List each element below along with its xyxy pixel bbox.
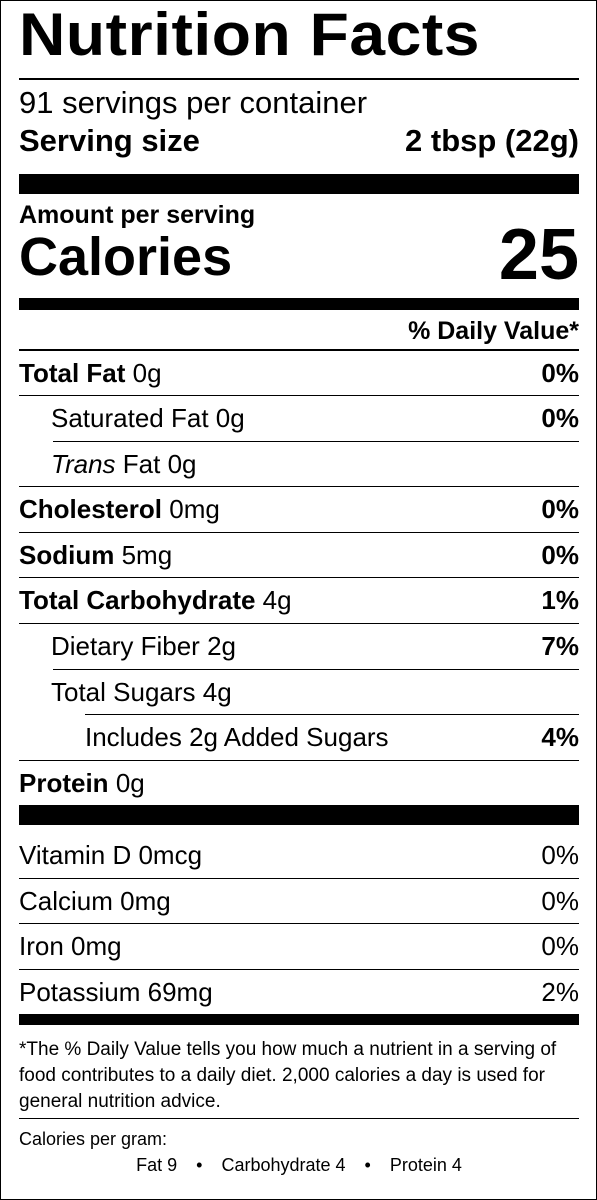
nutrient-name: Protein (19, 767, 109, 798)
nutrient-amount: 4g (262, 584, 292, 615)
nutrient-name-italic: Trans (51, 448, 116, 479)
nutrient-dv: 0% (541, 493, 579, 524)
cpg-protein: Protein 4 (389, 1155, 462, 1175)
nutrient-amount: 4g (202, 676, 232, 707)
nutrient-row-trans-fat: Trans Fat 0g (19, 442, 579, 486)
bullet-separator: • (196, 1155, 203, 1175)
serving-size-value: 2 tbsp (22g) (405, 123, 579, 158)
divider-hairline (19, 923, 579, 924)
nutrient-amount: 0g (215, 402, 245, 433)
nutrient-name: Dietary Fiber (51, 630, 200, 661)
divider-hairline (19, 969, 579, 970)
nutrient-row-sodium: Sodium 5mg 0% (19, 533, 579, 577)
serving-size-label: Serving size (19, 123, 200, 158)
nutrient-row-total-fat: Total Fat 0g 0% (19, 351, 579, 395)
cpg-carbohydrate: Carbohydrate 4 (221, 1155, 346, 1175)
calories-value: 25 (498, 215, 579, 295)
vitamin-dv: 0% (541, 839, 579, 870)
nutrient-dv: 7% (541, 630, 579, 661)
nutrient-name: Sodium (19, 539, 115, 570)
nutrient-dv: 0% (541, 402, 579, 433)
divider-thick (19, 805, 579, 825)
vitamin-name: Iron (19, 930, 64, 961)
vitamin-row-iron: Iron 0mg 0% (19, 924, 579, 968)
divider-hairline (19, 486, 579, 487)
divider-hairline (19, 1118, 579, 1119)
nutrient-name: Cholesterol (19, 493, 163, 524)
vitamin-row-vitamin-d: Vitamin D 0mcg 0% (19, 833, 579, 877)
divider-hairline (53, 669, 579, 670)
vitamin-row-calcium: Calcium 0mg 0% (19, 879, 579, 923)
divider-hairline (19, 623, 579, 624)
nutrient-dv: 0% (541, 357, 579, 388)
nutrient-amount: 0g (132, 357, 162, 388)
divider-hairline (53, 441, 579, 442)
divider-thin (19, 78, 579, 80)
nutrient-amount: 0g (115, 767, 145, 798)
nutrient-row-saturated-fat: Saturated Fat 0g 0% (19, 396, 579, 440)
nutrient-row-total-sugars: Total Sugars 4g (19, 670, 579, 714)
nutrient-amount: 5mg (121, 539, 173, 570)
servings-per-container: 91 servings per container (19, 85, 368, 120)
daily-value-footnote: *The % Daily Value tells you how much a … (19, 1039, 557, 1112)
divider-hairline (19, 395, 579, 396)
divider-hairline (85, 714, 579, 715)
nutrient-row-cholesterol: Cholesterol 0mg 0% (19, 487, 579, 531)
vitamin-name: Calcium (19, 885, 113, 916)
nutrient-row-protein: Protein 0g (19, 761, 579, 805)
nutrient-dv: 1% (541, 584, 579, 615)
nutrient-dv: 4% (541, 721, 579, 752)
divider-thick (19, 174, 579, 194)
nutrient-name: Total Sugars (51, 676, 196, 707)
divider-thin (19, 349, 579, 351)
nutrient-row-added-sugars: Includes 2g Added Sugars 4% (19, 715, 579, 759)
nutrient-row-total-carbohydrate: Total Carbohydrate 4g 1% (19, 578, 579, 622)
vitamin-amount: 0mg (120, 885, 171, 916)
nutrient-amount: 0g (167, 448, 197, 479)
vitamin-amount: 0mg (71, 930, 122, 961)
nutrient-name: Total Carbohydrate (19, 584, 256, 615)
cpg-fat: Fat 9 (136, 1155, 178, 1175)
divider-hairline (19, 760, 579, 761)
nutrient-name: Total Fat (19, 357, 126, 388)
vitamin-dv: 2% (541, 976, 579, 1007)
divider-hairline (19, 577, 579, 578)
label-title: Nutrition Facts (19, 1, 481, 68)
divider-medium (19, 1014, 579, 1025)
nutrient-name: Includes 2g Added Sugars (85, 721, 389, 752)
vitamin-row-potassium: Potassium 69mg 2% (19, 970, 579, 1014)
nutrient-name: Fat (122, 448, 161, 479)
vitamin-name: Potassium (19, 976, 141, 1007)
divider-hairline (19, 532, 579, 533)
daily-value-header: % Daily Value* (408, 317, 579, 345)
divider-hairline (19, 878, 579, 879)
nutrient-row-dietary-fiber: Dietary Fiber 2g 7% (19, 624, 579, 668)
vitamin-dv: 0% (541, 885, 579, 916)
bullet-separator: • (364, 1155, 371, 1175)
vitamin-dv: 0% (541, 930, 579, 961)
amount-per-serving: Amount per serving (19, 201, 256, 229)
calories-label: Calories (19, 227, 233, 287)
nutrient-name: Saturated Fat (51, 402, 209, 433)
calories-per-gram-values: Fat 9 • Carbohydrate 4 • Protein 4 (19, 1155, 579, 1176)
nutrient-amount: 0mg (169, 493, 220, 524)
vitamin-amount: 0mcg (138, 839, 203, 870)
nutrient-dv: 0% (541, 539, 579, 570)
calories-per-gram-label: Calories per gram: (19, 1129, 168, 1149)
vitamin-amount: 69mg (147, 976, 213, 1007)
vitamin-name: Vitamin D (19, 839, 132, 870)
serving-size-row: Serving size 2 tbsp (22g) (19, 123, 579, 159)
divider-medium (19, 298, 579, 310)
nutrient-amount: 2g (207, 630, 236, 661)
